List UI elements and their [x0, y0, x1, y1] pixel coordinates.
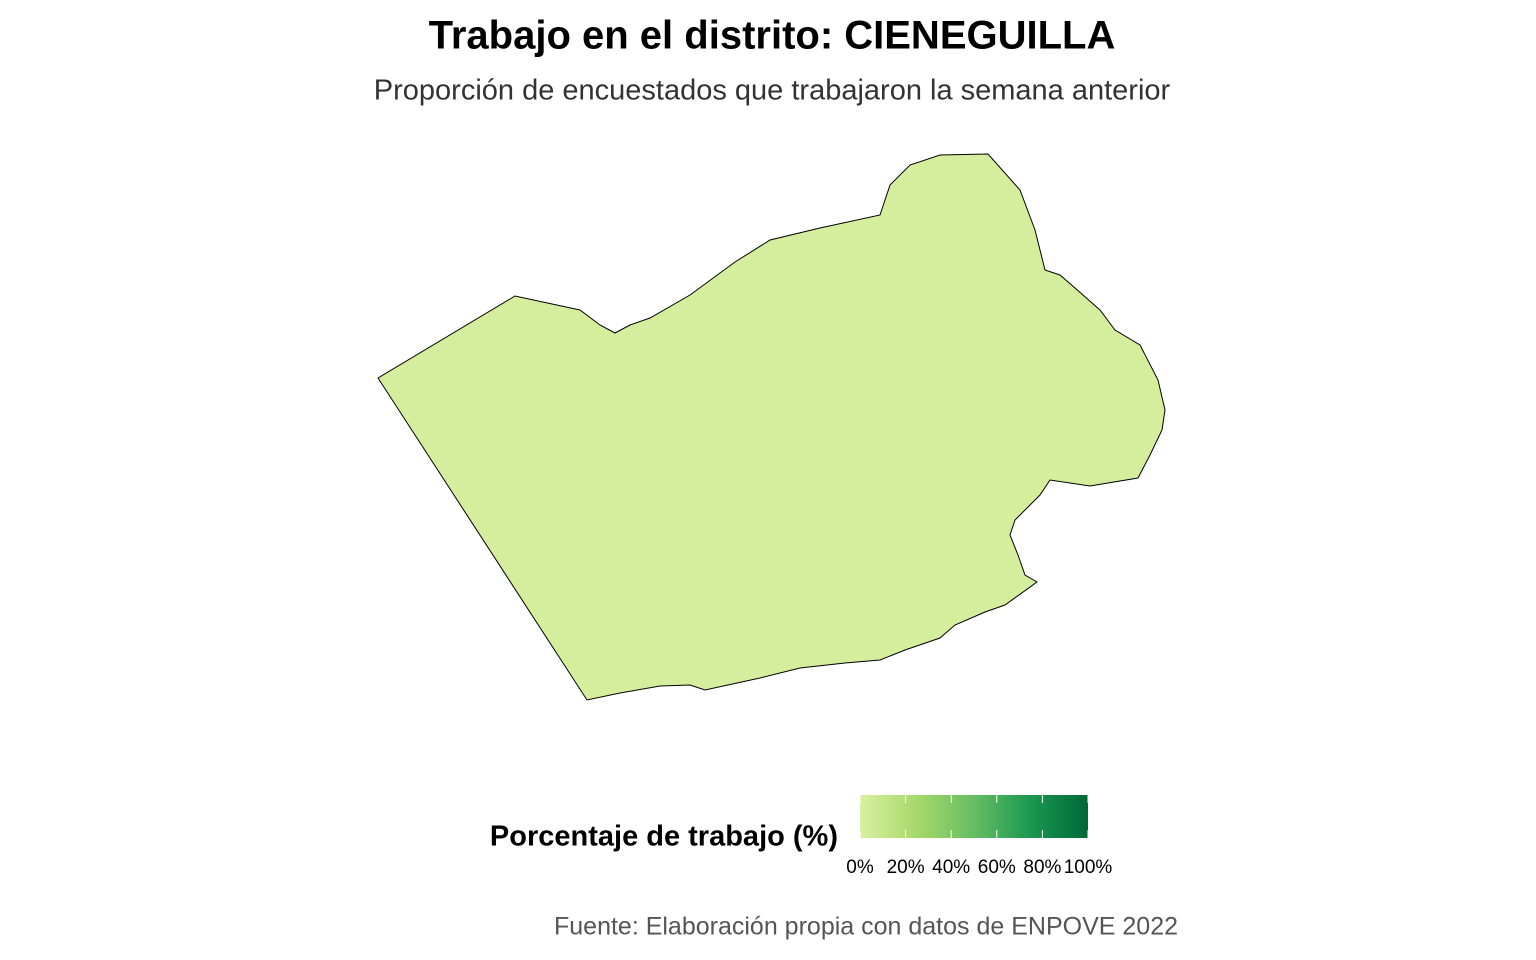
- legend-tick-label: 20%: [887, 857, 925, 878]
- legend-tick-label: 80%: [1023, 857, 1061, 878]
- district-region: [377, 153, 1166, 701]
- legend-tick-label: 0%: [846, 857, 874, 878]
- subtitle: Proporción de encuestados que trabajaron…: [374, 75, 1171, 107]
- legend-tick-label: 60%: [978, 857, 1016, 878]
- legend-title: Porcentaje de trabajo (%): [490, 821, 838, 853]
- legend-colorbar: [860, 795, 1088, 838]
- legend-tick-label: 100%: [1064, 857, 1113, 878]
- legend-tick-label: 40%: [932, 857, 970, 878]
- title: Trabajo en el distrito: CIENEGUILLA: [429, 14, 1116, 58]
- caption: Fuente: Elaboración propia con datos de …: [554, 913, 1178, 941]
